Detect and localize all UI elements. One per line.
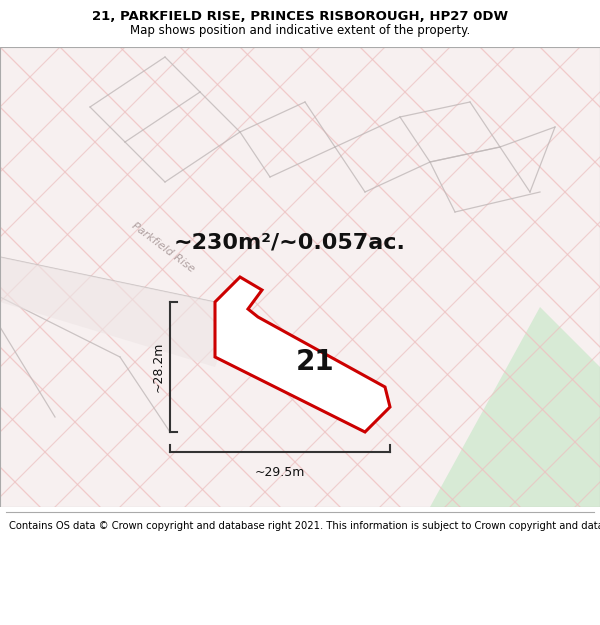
Text: ~28.2m: ~28.2m (152, 342, 165, 392)
Text: ~230m²/~0.057ac.: ~230m²/~0.057ac. (174, 232, 406, 252)
Text: 21: 21 (296, 348, 334, 376)
Text: Map shows position and indicative extent of the property.: Map shows position and indicative extent… (130, 24, 470, 37)
Polygon shape (215, 277, 390, 432)
Text: 21, PARKFIELD RISE, PRINCES RISBOROUGH, HP27 0DW: 21, PARKFIELD RISE, PRINCES RISBOROUGH, … (92, 11, 508, 23)
Text: Parkfield Rise: Parkfield Rise (130, 221, 197, 274)
Polygon shape (0, 47, 600, 507)
Text: Contains OS data © Crown copyright and database right 2021. This information is : Contains OS data © Crown copyright and d… (9, 521, 600, 531)
Polygon shape (430, 307, 600, 507)
Text: ~29.5m: ~29.5m (255, 466, 305, 479)
Polygon shape (0, 257, 240, 367)
